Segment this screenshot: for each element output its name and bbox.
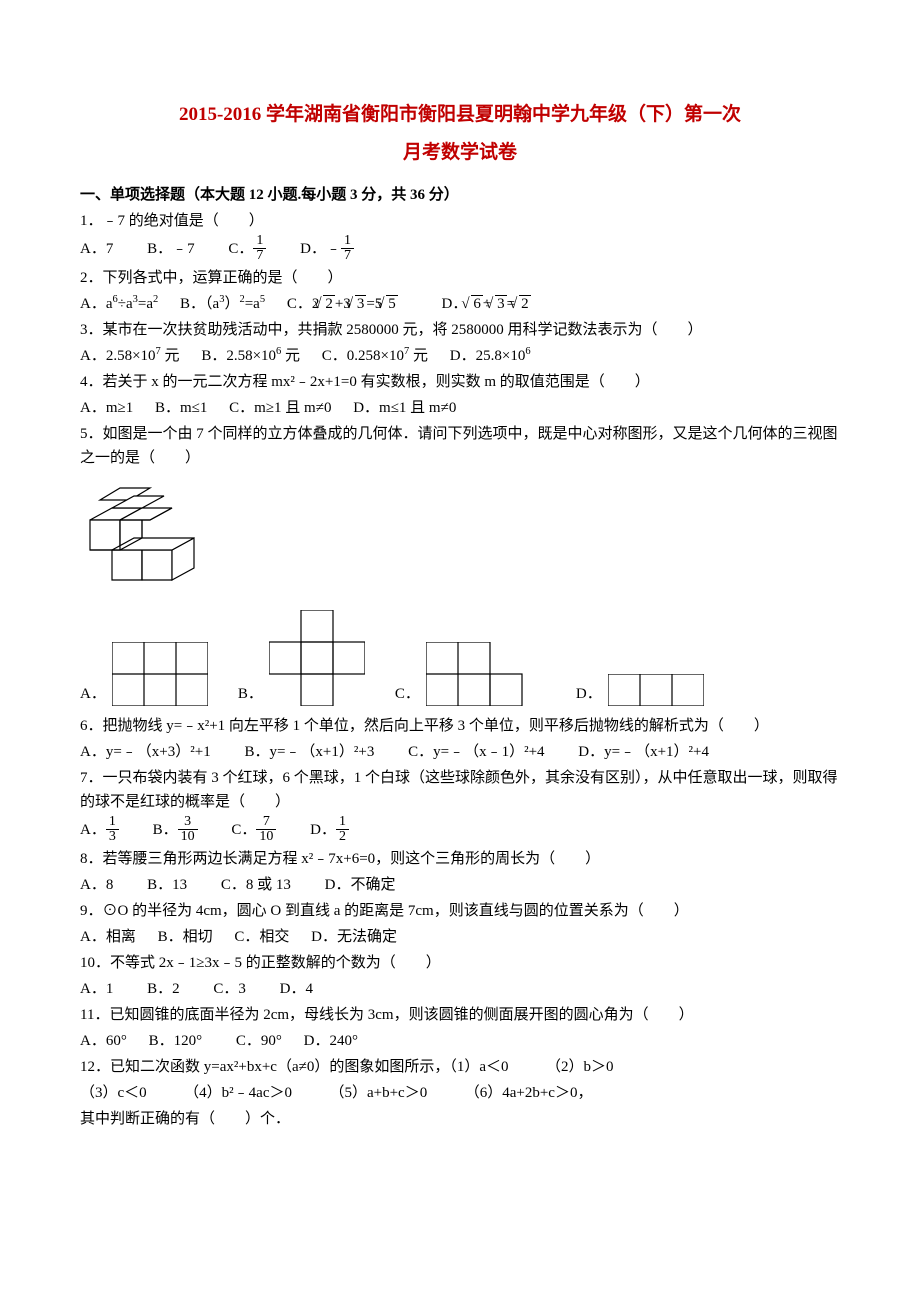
fraction-1-7: 17 [253,234,266,263]
fraction-7-10: 710 [256,815,276,844]
cube-figure [80,480,840,600]
q8-opt-a: A．8 [80,877,113,893]
question-7-options: A．13 B．310 C．710 D．12 [80,816,840,845]
q4-opt-c: C．m≥1 且 m≠0 [229,400,331,416]
q11-opt-d: D．240° [304,1033,358,1049]
q7-opt-b: B． [153,822,178,838]
question-5-options: A． B． C． [80,610,840,706]
q5-opt-b-label: B． [238,682,263,706]
q6-opt-c: C．y=﹣（x﹣1）²+4 [408,744,544,760]
title-line-1: 2015-2016 学年湖南省衡阳市衡阳县夏明翰中学九年级（下）第一次 [80,100,840,130]
section-1-heading: 一、单项选择题（本大题 12 小题.每小题 3 分，共 36 分） [80,183,840,207]
q7-opt-a: A． [80,822,106,838]
question-12-line-1: 12．已知二次函数 y=ax²+bx+c（a≠0）的图象如图所示，（1）a＜0 … [80,1055,840,1079]
q9-opt-d: D．无法确定 [311,929,397,945]
question-12-line-3: 其中判断正确的有（ ）个． [80,1107,840,1131]
fraction-neg-1-7: 17 [341,234,354,263]
q5-opt-d-label: D． [576,682,602,706]
q8-opt-c: C．8 或 13 [221,877,291,893]
q8-opt-d: D．不确定 [325,877,396,893]
q6-opt-b: B．y=﹣（x+1）²+3 [244,744,374,760]
q1-opt-d: D．﹣ [300,241,341,257]
q8-opt-b: B．13 [147,877,187,893]
q2-opt-d: D．6÷3=2 [442,296,531,312]
q9-opt-a: A．相离 [80,929,136,945]
q3-opt-a: A．2.58×107 元 [80,348,180,364]
fraction-1-2: 12 [336,815,349,844]
question-1-options: A．7 B．﹣7 C．17 D．﹣17 [80,235,840,264]
title-line-2: 月考数学试卷 [80,138,840,168]
q5-opt-d-figure [608,674,704,706]
q10-opt-b: B．2 [147,981,180,997]
question-2: 2．下列各式中，运算正确的是（ ） [80,266,840,290]
q6-opt-a: A．y=﹣（x+3）²+1 [80,744,211,760]
q2-opt-a: A．a6÷a3=a2 [80,296,158,312]
q9-opt-b: B．相切 [158,929,213,945]
q3-opt-b: B．2.58×106 元 [201,348,300,364]
q7-opt-c: C． [231,822,256,838]
question-9: 9．⊙O 的半径为 4cm，圆心 O 到直线 a 的距离是 7cm，则该直线与圆… [80,899,840,923]
question-12-line-2: （3）c＜0 （4）b²﹣4ac＞0 （5）a+b+c＞0 （6）4a+2b+c… [80,1081,840,1105]
q5-opt-a-figure [112,642,208,706]
question-4-options: A．m≥1 B．m≤1 C．m≥1 且 m≠0 D．m≤1 且 m≠0 [80,396,840,420]
question-2-options: A．a6÷a3=a2 B．（a3）2=a5 C．22+33=55 D．6÷3=2 [80,292,840,316]
question-5: 5．如图是一个由 7 个同样的立方体叠成的几何体．请问下列选项中，既是中心对称图… [80,422,840,470]
fraction-1-3: 13 [106,815,119,844]
q10-opt-d: D．4 [280,981,313,997]
q7-opt-d: D． [310,822,336,838]
q10-opt-c: C．3 [213,981,246,997]
question-7: 7．一只布袋内装有 3 个红球，6 个黑球，1 个白球（这些球除颜色外，其余没有… [80,766,840,814]
q4-opt-d: D．m≤1 且 m≠0 [353,400,456,416]
question-8: 8．若等腰三角形两边长满足方程 x²﹣7x+6=0，则这个三角形的周长为（ ） [80,847,840,871]
q5-opt-c-label: C． [395,682,420,706]
q1-opt-c: C． [228,241,253,257]
q2-opt-b: B．（a3）2=a5 [180,296,265,312]
q3-opt-d: D．25.8×106 [450,348,531,364]
q10-opt-a: A．1 [80,981,113,997]
q3-opt-c: C．0.258×107 元 [322,348,428,364]
question-4: 4．若关于 x 的一元二次方程 mx²﹣2x+1=0 有实数根，则实数 m 的取… [80,370,840,394]
question-3-options: A．2.58×107 元 B．2.58×106 元 C．0.258×107 元 … [80,344,840,368]
question-10: 10．不等式 2x﹣1≥3x﹣5 的正整数解的个数为（ ） [80,951,840,975]
q1-opt-a: A．7 [80,241,113,257]
question-3: 3．某市在一次扶贫助残活动中，共捐款 2580000 元，将 2580000 用… [80,318,840,342]
q2-opt-c: C．22+33=55 [287,296,398,312]
question-6-options: A．y=﹣（x+3）²+1 B．y=﹣（x+1）²+3 C．y=﹣（x﹣1）²+… [80,740,840,764]
q1-opt-b: B．﹣7 [147,241,195,257]
q11-opt-b: B．120° [149,1033,203,1049]
q6-opt-d: D．y=﹣（x+1）²+4 [578,744,709,760]
question-11: 11．已知圆锥的底面半径为 2cm，母线长为 3cm，则该圆锥的侧面展开图的圆心… [80,1003,840,1027]
q5-opt-b-figure [269,610,365,706]
q9-opt-c: C．相交 [234,929,289,945]
q4-opt-b: B．m≤1 [155,400,207,416]
question-11-options: A．60° B．120° C．90° D．240° [80,1029,840,1053]
question-8-options: A．8 B．13 C．8 或 13 D．不确定 [80,873,840,897]
question-9-options: A．相离 B．相切 C．相交 D．无法确定 [80,925,840,949]
question-1: 1．﹣7 的绝对值是（ ） [80,209,840,233]
question-10-options: A．1 B．2 C．3 D．4 [80,977,840,1001]
q5-opt-c-figure [426,642,546,706]
q11-opt-c: C．90° [236,1033,282,1049]
q5-opt-a-label: A． [80,682,106,706]
q11-opt-a: A．60° [80,1033,127,1049]
fraction-3-10: 310 [178,815,198,844]
question-6: 6．把抛物线 y=﹣x²+1 向左平移 1 个单位，然后向上平移 3 个单位，则… [80,714,840,738]
q4-opt-a: A．m≥1 [80,400,133,416]
